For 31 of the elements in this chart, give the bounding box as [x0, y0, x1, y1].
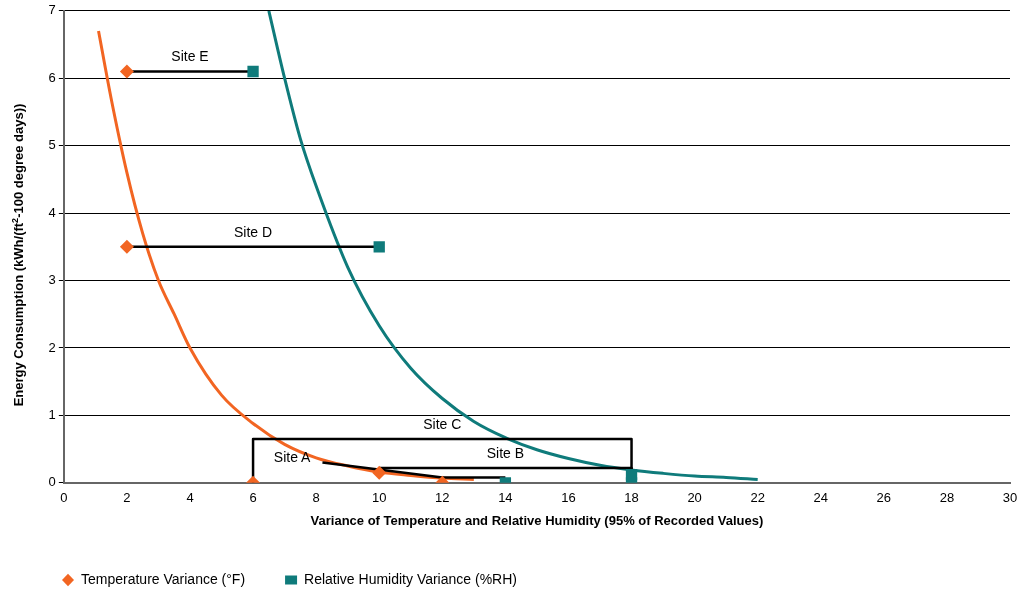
x-tick-label: 12: [435, 490, 450, 506]
y-tick-label: 5: [48, 137, 56, 153]
x-tick-label: 2: [123, 490, 131, 506]
legend-label: Temperature Variance (°F): [81, 570, 246, 587]
x-tick-label: 20: [687, 490, 702, 506]
legend-label: Relative Humidity Variance (%RH): [304, 570, 517, 587]
annotation: Site B: [486, 444, 525, 461]
annotation: Site C: [423, 415, 462, 432]
y-tick-label: 1: [48, 406, 56, 422]
x-tick-label: 6: [249, 490, 257, 506]
x-tick-label: 14: [498, 490, 513, 506]
x-axis-title: Variance of Temperature and Relative Humidity (95% of Recorded Values): [310, 512, 764, 528]
y-tick-label: 2: [48, 339, 56, 355]
x-tick-label: 8: [312, 490, 320, 506]
x-tick-label: 24: [813, 490, 828, 506]
annotation: Site E: [171, 48, 209, 65]
x-tick-label: 26: [876, 490, 892, 506]
x-tick-label: 4: [186, 490, 194, 506]
x-tick-label: 10: [371, 490, 387, 506]
x-tick-label: 16: [561, 490, 576, 506]
x-tick-label: 18: [624, 490, 639, 506]
x-tick-label: 30: [1002, 490, 1018, 506]
y-tick-label: 7: [48, 2, 56, 18]
y-tick-label: 0: [48, 474, 56, 490]
x-tick-label: 0: [60, 490, 68, 506]
y-tick-label: 3: [48, 272, 56, 288]
annotation: Site D: [234, 223, 273, 240]
y-tick-label: 4: [48, 204, 56, 220]
x-tick-label: 22: [750, 490, 765, 506]
x-tick-label: 28: [939, 490, 955, 506]
y-tick-label: 6: [48, 69, 56, 85]
